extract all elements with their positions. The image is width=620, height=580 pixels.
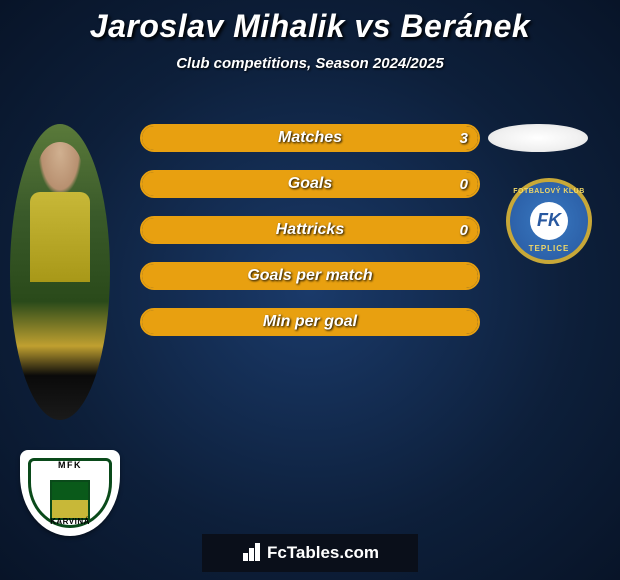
footer-domain: .com <box>339 543 379 562</box>
bar-value-right: 0 <box>460 172 468 196</box>
bar-label: Matches <box>142 126 478 150</box>
club-right-city: TEPLICE <box>510 244 588 253</box>
club-left-city: KARVINÁ <box>20 517 120 526</box>
footer-brand: FcTables.com <box>202 534 418 572</box>
bar-value-right: 3 <box>460 126 468 150</box>
stat-bar: Min per goal <box>140 308 480 336</box>
stats-bars: Matches3Goals0Hattricks0Goals per matchM… <box>140 124 480 354</box>
club-badge-right: FOTBALOVÝ KLUB FK TEPLICE <box>500 178 598 264</box>
footer-brand-name: FcTables <box>267 543 339 562</box>
stat-bar: Goals per match <box>140 262 480 290</box>
club-right-top-text: FOTBALOVÝ KLUB <box>510 188 588 195</box>
bar-chart-icon <box>241 543 261 563</box>
footer-text: FcTables.com <box>267 543 379 563</box>
subtitle: Club competitions, Season 2024/2025 <box>0 55 620 72</box>
bar-label: Goals per match <box>142 264 478 288</box>
player-right-photo-placeholder <box>488 124 588 152</box>
bar-label: Goals <box>142 172 478 196</box>
page-title: Jaroslav Mihalik vs Beránek <box>0 0 620 45</box>
club-left-name: MFK <box>20 460 120 470</box>
bar-label: Min per goal <box>142 310 478 334</box>
bar-label: Hattricks <box>142 218 478 242</box>
club-badge-left: MFK KARVINÁ <box>20 450 120 536</box>
club-right-initials: FK <box>510 210 588 231</box>
stat-bar: Goals0 <box>140 170 480 198</box>
bar-value-right: 0 <box>460 218 468 242</box>
stat-bar: Hattricks0 <box>140 216 480 244</box>
player-left-photo <box>10 124 110 420</box>
stat-bar: Matches3 <box>140 124 480 152</box>
